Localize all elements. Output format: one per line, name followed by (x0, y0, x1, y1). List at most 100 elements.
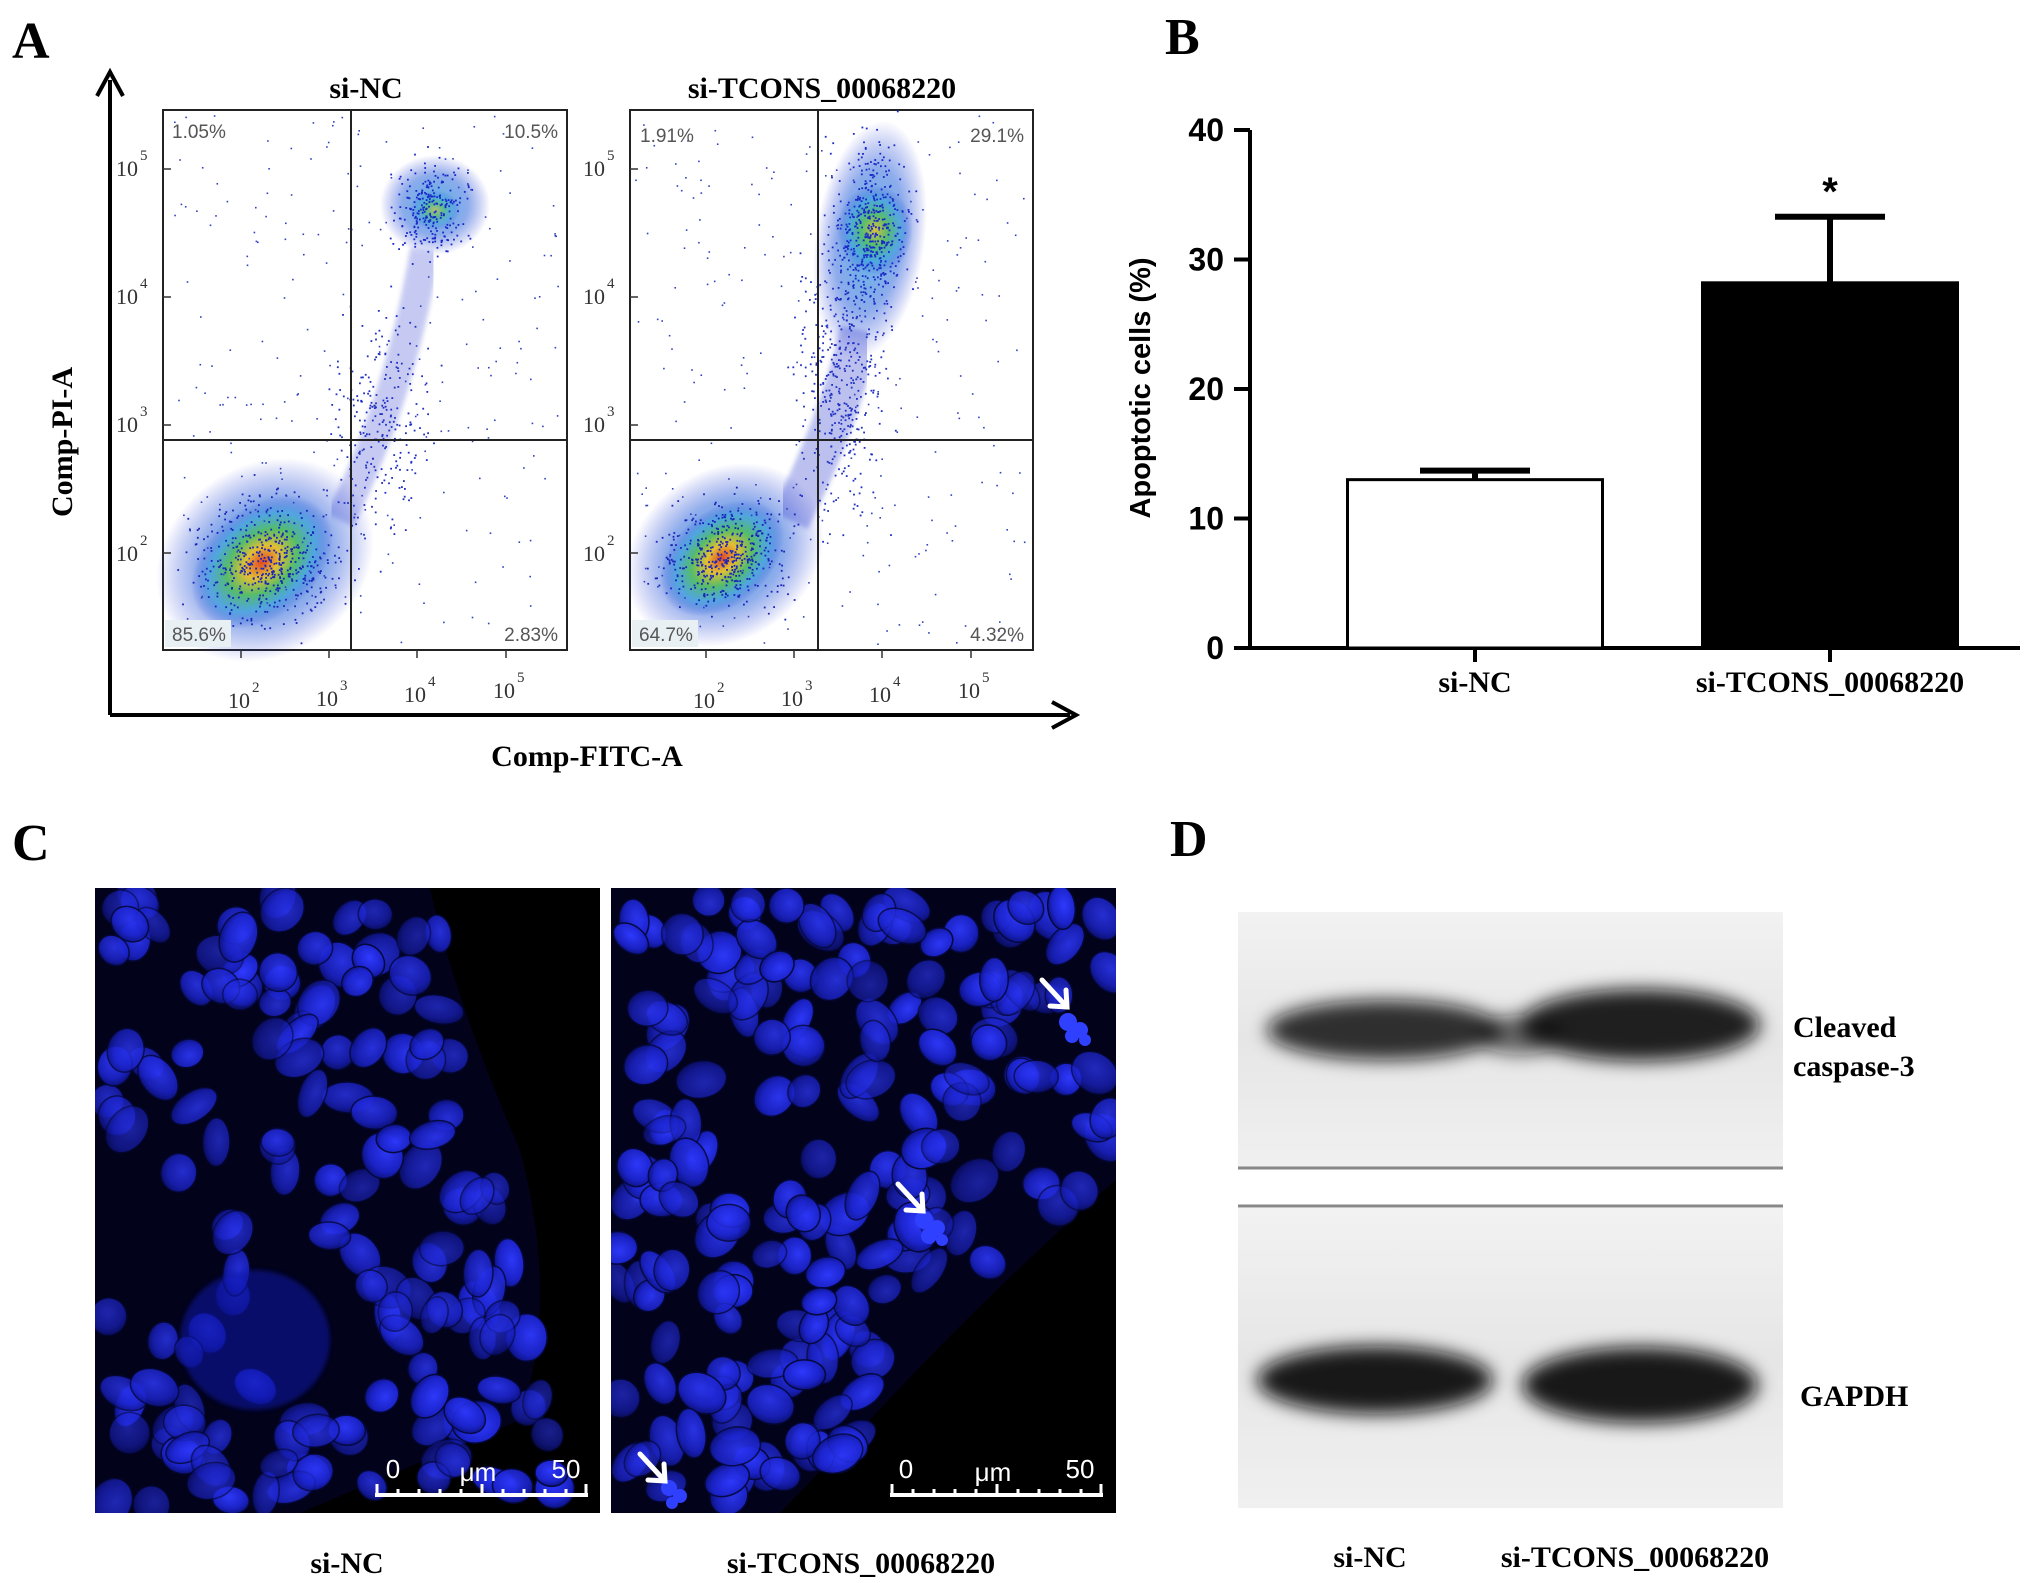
c-apoptotic-body (661, 1013, 1091, 1509)
svg-text:10: 10 (116, 412, 138, 437)
c-scale-start: 0 (386, 1454, 400, 1484)
d-label-caspase-3: caspase-3 (1793, 1050, 1915, 1083)
d-label-cleaved: Cleaved (1793, 1011, 1897, 1044)
b-y-tick-label: 40 (1188, 112, 1224, 148)
b-bars (1346, 213, 1959, 650)
b-y-tick-label: 20 (1188, 371, 1224, 407)
panel-letter-c: C (12, 815, 50, 872)
a-plot-title: si-NC (329, 72, 402, 105)
c-scale-end: 50 (1066, 1454, 1095, 1484)
b-bar-si-nc (1346, 478, 1604, 650)
svg-text:10: 10 (228, 688, 250, 713)
a-x-axis-label: Comp-FITC-A (491, 740, 683, 773)
a-plot-title: si-TCONS_00068220 (688, 72, 956, 105)
svg-text:4: 4 (140, 276, 148, 292)
a-x-ticks: 10 2 10 3 10 4 10 5 (693, 670, 990, 713)
a-scatter-points (635, 110, 1026, 645)
b-significance-mark: * (1822, 170, 1838, 214)
svg-text:10: 10 (493, 678, 515, 703)
svg-text:2: 2 (252, 680, 260, 696)
b-y-tick-label: 10 (1188, 501, 1224, 537)
panel-letter-b: B (1165, 9, 1200, 66)
svg-text:2: 2 (607, 533, 615, 549)
a-quadrant-upper-left: 1.91% (640, 126, 694, 147)
b-y-tick-label: 0 (1206, 630, 1224, 666)
c-scale-unit: μm (975, 1457, 1012, 1487)
svg-text:10: 10 (116, 541, 138, 566)
c-scale-end: 50 (552, 1454, 581, 1484)
a-x-axis-arrowhead (1051, 700, 1081, 730)
b-y-tick-label: 30 (1188, 242, 1224, 278)
arrow-icon (1039, 977, 1070, 1010)
panel-a-flow-cytometry: Comp-PI-A Comp-FITC-A si-NC 1.05% 10.5% … (46, 67, 1081, 773)
d-band-caspase (1267, 989, 1760, 1061)
a-quadrant-lower-right: 2.83% (504, 625, 558, 646)
svg-text:10: 10 (316, 686, 338, 711)
d-band-gapdh (1257, 1346, 1758, 1423)
a-x-tickmarks (705, 650, 972, 658)
svg-text:3: 3 (140, 404, 148, 420)
arrow-icon (637, 1451, 668, 1484)
a-y-ticks: 10 2 10 3 10 4 10 5 (583, 148, 615, 566)
a-x-tickmarks (240, 650, 507, 658)
svg-text:3: 3 (340, 678, 348, 694)
svg-text:3: 3 (805, 678, 813, 694)
a-quadrant-lower-right: 4.32% (970, 625, 1024, 646)
svg-text:10: 10 (583, 156, 605, 181)
a-y-ticks: 10 2 10 3 10 4 10 5 (116, 148, 148, 566)
a-quadrant-upper-right: 10.5% (504, 122, 558, 143)
svg-text:4: 4 (607, 276, 615, 292)
c-arrows (637, 977, 1070, 1484)
c-caption: si-TCONS_00068220 (727, 1547, 995, 1580)
svg-text:10: 10 (116, 284, 138, 309)
a-scatter-points (174, 115, 559, 645)
c-caption: si-NC (310, 1547, 383, 1580)
svg-text:10: 10 (404, 682, 426, 707)
a-dot-cloud (626, 110, 1026, 648)
a-plot-si-tcons: si-TCONS_00068220 1.91% 29.1% 64.7% 4.32… (583, 72, 1034, 713)
svg-text:10: 10 (958, 678, 980, 703)
c-image-si-tcons: 0 μm 50 si-TCONS_00068220 (611, 888, 1116, 1580)
svg-text:2: 2 (717, 680, 725, 696)
c-scale-bar: 0 μm 50 (375, 1454, 588, 1497)
panel-d-western-blot: Cleaved caspase-3 GAPDH si-NC si-TCONS_0… (1238, 912, 1915, 1574)
svg-text:4: 4 (893, 674, 901, 690)
b-x-ticks: si-NC si-TCONS_00068220 (1438, 648, 1964, 699)
a-quadrant-lower-left: 85.6% (172, 625, 226, 646)
svg-text:10: 10 (583, 284, 605, 309)
panel-b-bar-chart: Apoptotic cells (%) 0 10 20 30 40 si-NC si-TC… (1125, 112, 2020, 699)
svg-text:10: 10 (781, 686, 803, 711)
a-quadrant-upper-right: 29.1% (970, 126, 1024, 147)
svg-text:5: 5 (607, 148, 615, 164)
c-image-si-nc: 0 μm 50 si-NC (95, 888, 600, 1580)
svg-text:10: 10 (583, 541, 605, 566)
a-quadrant-lower-left: 64.7% (639, 625, 693, 646)
panel-letter-a: A (12, 13, 50, 70)
c-scale-start: 0 (899, 1454, 913, 1484)
a-dot-cloud (156, 115, 559, 663)
a-quadrant-upper-left: 1.05% (172, 122, 226, 143)
c-scale-unit: μm (460, 1457, 497, 1487)
d-label-gapdh: GAPDH (1800, 1380, 1908, 1413)
b-x-tick-label: si-NC (1438, 666, 1511, 699)
svg-text:10: 10 (116, 156, 138, 181)
a-y-axis-label: Comp-PI-A (46, 367, 79, 517)
svg-text:10: 10 (869, 682, 891, 707)
c-scale-bar: 0 μm 50 (890, 1454, 1103, 1497)
b-y-ticks: 0 10 20 30 40 (1188, 112, 1250, 666)
svg-text:3: 3 (607, 404, 615, 420)
svg-text:10: 10 (583, 412, 605, 437)
b-bar-si-tcons (1701, 281, 1959, 650)
a-y-axis-arrowhead (95, 67, 125, 97)
b-y-axis-label: Apoptotic cells (%) (1125, 257, 1157, 518)
arrow-icon (895, 1181, 926, 1214)
svg-text:5: 5 (517, 670, 525, 686)
svg-text:5: 5 (140, 148, 148, 164)
svg-text:10: 10 (693, 688, 715, 713)
svg-text:4: 4 (428, 674, 436, 690)
panel-letter-d: D (1170, 811, 1208, 868)
svg-text:5: 5 (982, 670, 990, 686)
a-x-ticks: 10 2 10 3 10 4 10 5 (228, 670, 525, 713)
d-lane-label: si-TCONS_00068220 (1501, 1541, 1769, 1574)
